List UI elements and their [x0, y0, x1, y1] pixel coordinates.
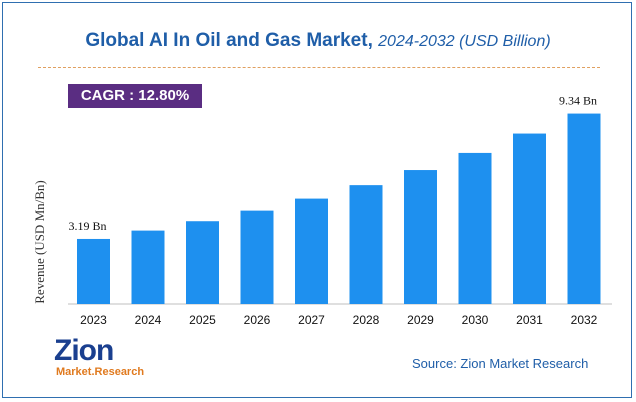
cagr-badge: CAGR : 12.80% [68, 84, 202, 108]
bar-2031 [513, 133, 546, 304]
x-tick-label: 2031 [516, 313, 543, 327]
title-main: Global AI In Oil and Gas Market, [85, 30, 373, 51]
bar-2026 [240, 210, 274, 304]
x-tick-label: 2030 [462, 313, 489, 327]
bar-2024 [131, 230, 165, 304]
x-tick-label: 2024 [135, 313, 162, 327]
x-tick-label: 2029 [407, 313, 434, 327]
bar-2023 [77, 238, 110, 304]
y-axis-title: Revenue (USD Mn/Bn) [32, 180, 47, 304]
chart-title: Global AI In Oil and Gas Market, 2024-20… [0, 30, 636, 52]
x-tick-label: 2027 [298, 313, 325, 327]
zion-logo: Zion Market.Research [48, 336, 148, 382]
bar-2030 [458, 152, 492, 304]
bar-2028 [349, 185, 383, 304]
title-divider [38, 67, 600, 68]
title-subtitle: 2024-2032 (USD Billion) [378, 33, 551, 50]
x-tick-label: 2025 [189, 313, 216, 327]
x-tick-label: 2026 [244, 313, 271, 327]
source-note: Source: Zion Market Research [412, 356, 589, 371]
bar-2025 [186, 221, 219, 304]
x-tick-label: 2032 [571, 313, 598, 327]
bar-2032 [567, 113, 601, 304]
bar-2029 [404, 170, 437, 304]
x-tick-label: 2028 [353, 313, 380, 327]
logo-wordmark: Zion [54, 334, 114, 367]
logo-tagline: Market.Research [56, 366, 145, 378]
data-label: 3.19 Bn [68, 219, 106, 233]
data-label: 9.34 Bn [559, 94, 597, 108]
x-tick-label: 2023 [80, 313, 107, 327]
bar-2027 [295, 198, 328, 304]
